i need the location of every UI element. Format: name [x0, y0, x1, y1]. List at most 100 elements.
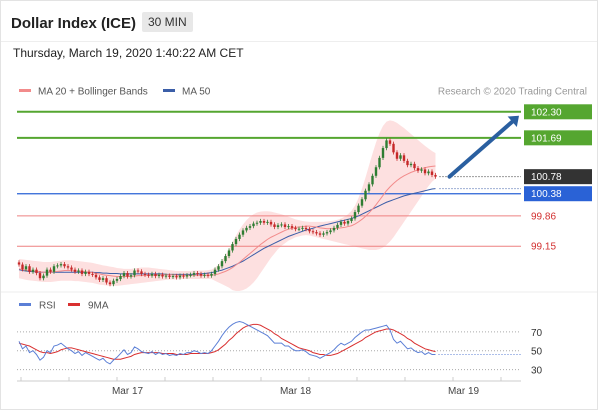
- candle-body: [220, 261, 224, 267]
- forecast-arrow-shaft: [447, 119, 515, 179]
- candle: [84, 269, 87, 277]
- candle-body: [38, 273, 42, 279]
- candle-body: [378, 157, 381, 168]
- candle-body: [339, 221, 343, 225]
- candle: [178, 273, 182, 280]
- timeframe-badge[interactable]: 30 MIN: [142, 12, 193, 32]
- level-tag-2: [524, 169, 592, 185]
- candle: [409, 161, 413, 168]
- candle: [255, 220, 259, 226]
- candle-body: [206, 274, 210, 276]
- candle: [87, 269, 91, 277]
- candle-body: [388, 140, 392, 144]
- candle: [364, 188, 367, 202]
- candle: [336, 222, 339, 230]
- candle-body: [276, 225, 280, 227]
- candle-body: [248, 226, 252, 228]
- candle-body: [343, 221, 346, 224]
- candle: [217, 264, 220, 272]
- candle-body: [210, 273, 213, 276]
- candle-body: [241, 230, 245, 235]
- candle-body: [430, 171, 434, 175]
- candle: [318, 231, 322, 237]
- candle: [105, 276, 108, 285]
- candle: [185, 273, 189, 279]
- candle: [49, 267, 52, 274]
- candle: [283, 222, 287, 230]
- candle-body: [164, 275, 168, 277]
- candle: [56, 263, 59, 269]
- candle: [213, 267, 217, 277]
- candle-body: [126, 273, 129, 277]
- candle-body: [353, 212, 357, 219]
- level-label-2: 100.78: [531, 172, 562, 183]
- candle: [231, 241, 234, 253]
- candle: [196, 270, 199, 277]
- candle: [161, 272, 164, 279]
- candle: [157, 272, 161, 279]
- candle-body: [189, 274, 192, 276]
- candle: [339, 219, 343, 227]
- candle: [241, 228, 245, 237]
- candle-body: [101, 278, 105, 280]
- candle-body: [175, 276, 178, 278]
- candle-body: [115, 279, 119, 281]
- candle: [332, 225, 336, 233]
- candle-body: [346, 221, 350, 224]
- candle-body: [381, 148, 385, 158]
- candle-body: [371, 175, 374, 185]
- candle: [112, 278, 115, 287]
- candle: [294, 225, 297, 232]
- candle: [371, 173, 374, 187]
- candle-body: [35, 269, 38, 274]
- candle: [136, 268, 140, 274]
- candle: [94, 272, 98, 280]
- candle-body: [217, 266, 220, 270]
- candle-body: [203, 274, 206, 276]
- candle-body: [234, 238, 238, 245]
- candle: [38, 270, 42, 281]
- candle-body: [94, 274, 98, 278]
- candle: [189, 272, 192, 278]
- candle: [80, 268, 84, 277]
- candle: [399, 153, 402, 161]
- candle-body: [192, 273, 196, 275]
- level-label-5: 99.15: [531, 242, 556, 253]
- candle: [126, 270, 129, 279]
- candle-body: [31, 269, 35, 272]
- candle: [280, 222, 283, 228]
- candle: [420, 167, 423, 173]
- candle: [119, 273, 122, 282]
- candle-body: [385, 140, 388, 149]
- candle-body: [329, 230, 332, 233]
- candle: [388, 138, 392, 146]
- candle-body: [413, 163, 416, 169]
- candle-body: [196, 273, 199, 275]
- candle: [238, 232, 241, 242]
- candle: [378, 155, 381, 170]
- candle-body: [402, 155, 406, 161]
- candle-body: [56, 265, 59, 267]
- candle: [35, 267, 38, 276]
- candle: [266, 219, 269, 225]
- candle: [357, 203, 360, 215]
- candle: [297, 226, 301, 232]
- candle: [423, 167, 427, 176]
- level-tag-3: [524, 186, 592, 202]
- candle: [269, 219, 273, 227]
- candle-body: [157, 274, 161, 277]
- candle: [24, 264, 28, 272]
- candle-body: [147, 274, 150, 276]
- candle-body: [392, 143, 395, 153]
- candle-body: [224, 256, 227, 262]
- candle-body: [238, 234, 241, 239]
- candle: [63, 261, 66, 269]
- level-label-0: 102.30: [531, 107, 562, 118]
- candle-body: [420, 169, 423, 171]
- candle-body: [434, 174, 437, 177]
- x-tick-label-2: Mar 19: [448, 386, 480, 397]
- candle-body: [245, 227, 248, 231]
- candle-body: [280, 224, 283, 226]
- candle: [59, 261, 63, 268]
- candle: [220, 259, 224, 269]
